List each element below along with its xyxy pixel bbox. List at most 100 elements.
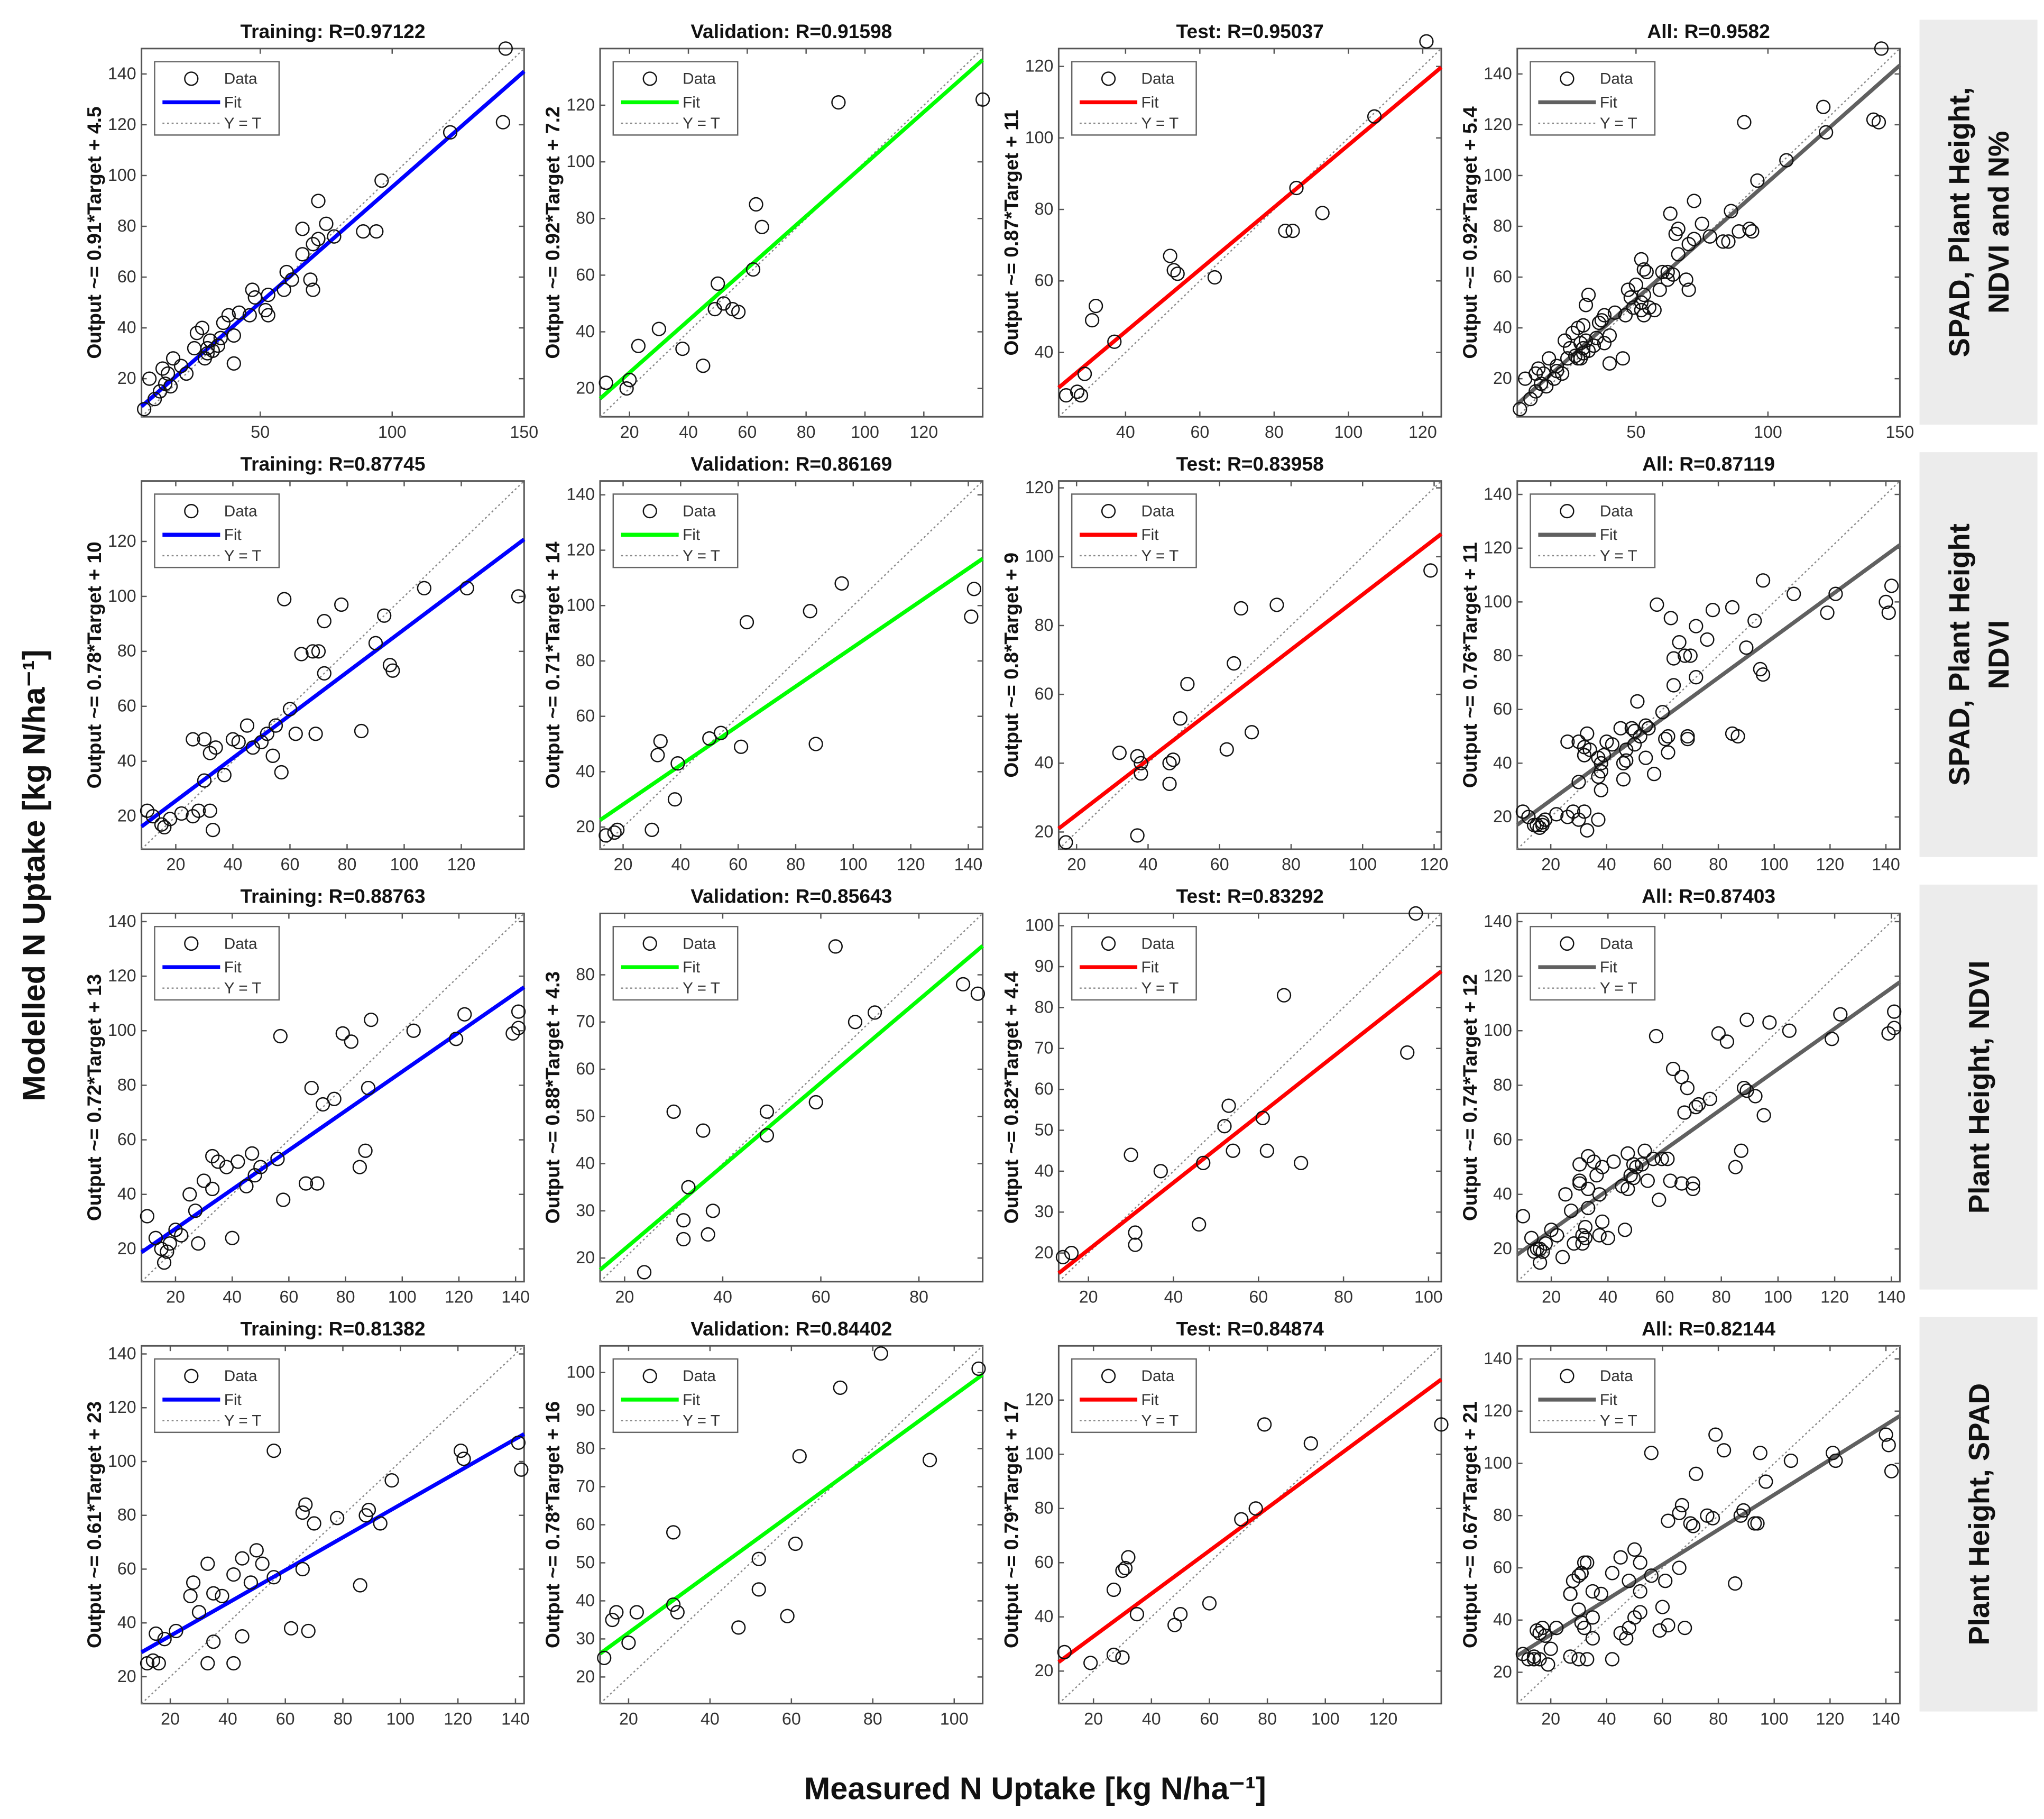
data-point — [1577, 740, 1592, 755]
legend-data-marker — [642, 1368, 657, 1383]
data-point — [644, 822, 659, 837]
legend-data-label: Data — [224, 70, 257, 88]
data-point — [232, 305, 246, 320]
legend-data-label: Data — [224, 503, 257, 520]
data-point — [1408, 906, 1423, 921]
y-tick-label: 50 — [576, 1106, 595, 1125]
data-point — [749, 197, 763, 212]
data-point — [1619, 742, 1634, 757]
data-point — [1728, 1160, 1743, 1174]
y-tick-label: 40 — [117, 318, 136, 337]
data-point — [1734, 1143, 1748, 1158]
y-tick-label: 20 — [1493, 1662, 1512, 1681]
data-point — [1674, 1498, 1690, 1513]
row-label-background — [1919, 884, 2038, 1290]
y-tick-label: 80 — [1035, 1499, 1054, 1518]
y-tick-label: 20 — [1035, 822, 1054, 841]
data-point — [1619, 1631, 1634, 1646]
data-point — [1719, 1034, 1735, 1049]
legend-data-label: Data — [683, 503, 716, 520]
x-tick-label: 100 — [1760, 1709, 1789, 1728]
data-point — [1597, 336, 1612, 351]
data-point — [253, 1160, 268, 1174]
x-tick-label: 140 — [954, 855, 983, 874]
y-tick-label: 140 — [1484, 484, 1512, 503]
legend: Data Fit Y = T — [612, 61, 739, 136]
data-point — [327, 1091, 342, 1106]
x-tick-label: 100 — [1348, 855, 1377, 874]
y-tick-label: 40 — [1493, 1610, 1512, 1629]
data-point — [1828, 1453, 1843, 1468]
data-point — [1633, 1555, 1647, 1570]
data-point — [226, 1567, 241, 1582]
panel-title: All: R=0.82144 — [1642, 1317, 1775, 1339]
legend-data-marker — [1560, 936, 1575, 951]
y-tick-label: 100 — [1484, 1021, 1512, 1040]
y-tick-label: 60 — [576, 706, 595, 725]
data-point — [1663, 206, 1678, 221]
data-point — [270, 1152, 285, 1166]
data-point — [1419, 34, 1434, 49]
x-tick-label: 100 — [386, 1709, 415, 1728]
y-tick-label: 100 — [1025, 128, 1054, 147]
data-point — [1118, 1560, 1133, 1576]
data-point — [1541, 1657, 1555, 1672]
data-point — [1630, 694, 1645, 709]
y-tick-label: 120 — [1025, 57, 1054, 76]
data-point — [759, 1128, 775, 1143]
data-point — [966, 582, 981, 596]
legend-fit-label: Fit — [224, 1391, 242, 1409]
data-point — [1739, 640, 1754, 655]
y-tick-label: 20 — [576, 1667, 595, 1686]
panel-validation: Validation: R=0.85643 Output ~= 0.88*Targ… — [541, 885, 986, 1306]
y-tick-label: 120 — [1025, 478, 1054, 497]
data-point — [277, 592, 292, 607]
legend: Data Fit Y = T — [1530, 493, 1656, 568]
data-point — [1819, 125, 1834, 140]
data-point — [1725, 600, 1740, 615]
data-point — [191, 1236, 206, 1251]
data-point — [377, 608, 392, 623]
x-tick-label: 20 — [166, 1287, 185, 1306]
data-point — [197, 773, 212, 788]
x-tick-label: 50 — [251, 422, 270, 442]
legend-box — [1530, 61, 1656, 136]
identity-line — [1058, 1345, 1442, 1704]
y-tick-label: 60 — [576, 1514, 595, 1533]
x-tick-label: 140 — [1872, 1709, 1900, 1728]
data-point — [681, 1180, 696, 1195]
data-point — [1557, 333, 1572, 348]
legend: Data Fit Y = T — [612, 1358, 739, 1434]
y-tick-label: 80 — [117, 641, 136, 660]
data-point — [599, 375, 613, 390]
fit-line — [599, 557, 984, 822]
x-tick-label: 120 — [1369, 1709, 1398, 1728]
legend-fit-label: Fit — [683, 526, 701, 544]
data-point — [1594, 313, 1609, 328]
panel-title: Test: R=0.83292 — [1176, 885, 1324, 907]
data-point — [239, 1179, 254, 1193]
x-tick-label: 80 — [334, 1709, 353, 1728]
legend-fit-label: Fit — [224, 526, 242, 544]
data-point — [1884, 578, 1899, 593]
data-point — [245, 1146, 260, 1161]
data-point — [231, 1154, 245, 1169]
data-point — [165, 351, 181, 366]
data-point — [511, 1435, 526, 1450]
data-point — [666, 1525, 681, 1540]
legend-box — [154, 925, 280, 1001]
x-tick-label: 80 — [797, 422, 816, 442]
x-tick-label: 40 — [224, 855, 243, 874]
data-point — [1661, 1513, 1675, 1528]
data-point — [1580, 823, 1595, 838]
data-point — [1248, 1501, 1263, 1516]
legend-identity-label: Y = T — [1141, 980, 1179, 997]
data-point — [173, 359, 189, 373]
data-point — [140, 803, 155, 818]
y-tick-label: 100 — [1025, 547, 1054, 566]
data-point — [1580, 1652, 1595, 1667]
data-point — [221, 308, 236, 323]
x-tick-label: 120 — [444, 1709, 472, 1728]
data-point — [1825, 1446, 1840, 1460]
data-point — [255, 1556, 270, 1571]
